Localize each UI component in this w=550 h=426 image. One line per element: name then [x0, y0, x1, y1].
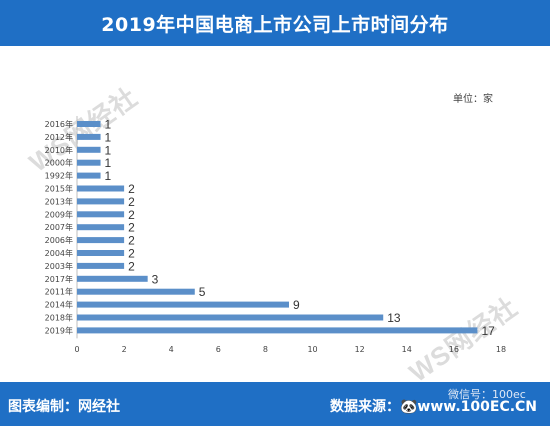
data-label: 2: [128, 221, 135, 235]
y-tick-label: 2004年: [45, 248, 73, 258]
data-label: 1: [105, 169, 112, 183]
y-tick-label: 2007年: [45, 222, 73, 232]
data-label: 2: [128, 234, 135, 248]
unit-label: 单位：家: [453, 94, 493, 105]
bar: [77, 275, 148, 282]
data-label: 1: [105, 156, 112, 170]
chart-header: 2019年中国电商上市公司上市时间分布: [0, 0, 550, 46]
data-label: 17: [481, 324, 495, 338]
y-tick-label: 2012年: [45, 132, 73, 142]
data-label: 1: [105, 130, 112, 144]
y-tick-label: 2017年: [45, 274, 73, 284]
footer-bar: 图表编制：网经社 微信号：100ec 数据来源：🐼www.100EC.CN: [0, 382, 550, 426]
x-tick-label: 18: [496, 345, 506, 354]
y-tick-label: 2013年: [45, 196, 73, 206]
y-tick-label: 2010年: [45, 145, 73, 155]
y-tick-label: 1992年: [45, 171, 73, 181]
data-label: 5: [199, 285, 206, 299]
x-tick-label: 6: [216, 345, 221, 354]
y-tick-label: 2003年: [45, 261, 73, 271]
x-tick-label: 14: [402, 345, 412, 354]
bar: [77, 133, 101, 140]
data-label: 2: [128, 195, 135, 209]
y-tick-label: 2011年: [45, 287, 73, 297]
y-tick-label: 2000年: [45, 158, 73, 168]
x-tick-label: 8: [263, 345, 268, 354]
bar: [77, 121, 101, 127]
bar: [77, 327, 478, 334]
x-tick-label: 16: [449, 345, 459, 354]
y-tick-label: 2009年: [45, 209, 73, 219]
x-tick-label: 2: [122, 345, 127, 354]
bar: [77, 237, 125, 244]
bar: [77, 314, 384, 321]
data-label: 3: [152, 272, 159, 286]
bar: [77, 250, 125, 256]
footer-wechat-id: 微信号：100ec: [448, 388, 526, 401]
x-tick-label: 0: [74, 345, 79, 354]
data-label: 2: [128, 247, 135, 261]
y-tick-label: 2018年: [45, 313, 73, 323]
x-tick-label: 4: [169, 345, 174, 354]
bar: [77, 198, 125, 205]
x-tick-label: 12: [355, 345, 365, 354]
y-tick-label: 2019年: [45, 325, 73, 335]
bar: [77, 159, 101, 166]
data-label: 2: [128, 208, 135, 222]
bar: [77, 185, 125, 192]
data-label: 1: [105, 118, 112, 132]
footer-compiler: 图表编制：网经社: [8, 399, 120, 415]
bar: [77, 146, 101, 153]
bar: [77, 224, 125, 231]
data-label: 1: [105, 143, 112, 157]
x-tick-label: 10: [307, 345, 317, 354]
chart-title: 2019年中国电商上市公司上市时间分布: [101, 13, 449, 36]
bar: [77, 172, 101, 179]
y-tick-label: 2006年: [45, 235, 73, 245]
y-tick-label: 2016年: [45, 119, 73, 129]
data-label: 13: [387, 311, 401, 325]
data-label: 2: [128, 182, 135, 196]
bar: [77, 288, 195, 295]
footer-source: 数据来源：🐼www.100EC.CN: [330, 399, 538, 415]
bar: [77, 211, 125, 218]
y-tick-label: 2014年: [45, 300, 73, 310]
y-tick-label: 2015年: [45, 184, 73, 194]
data-label: 2: [128, 259, 135, 273]
bar: [77, 262, 125, 269]
data-label: 9: [293, 298, 300, 312]
bar: [77, 301, 289, 308]
